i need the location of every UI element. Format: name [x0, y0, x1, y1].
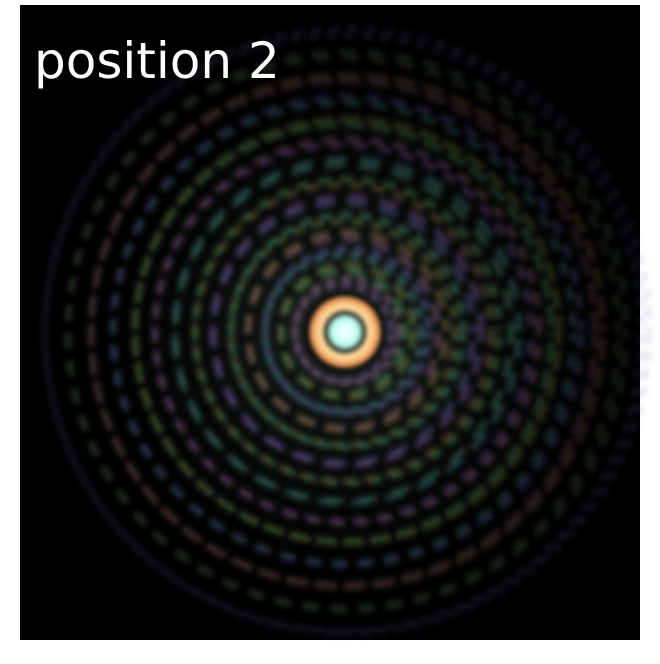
figure: position 2 — [0, 0, 660, 660]
central-spot — [307, 294, 383, 370]
page: position 2 (() => { const data = JSON.pa… — [0, 0, 660, 660]
image-label: position 2 — [34, 32, 280, 90]
